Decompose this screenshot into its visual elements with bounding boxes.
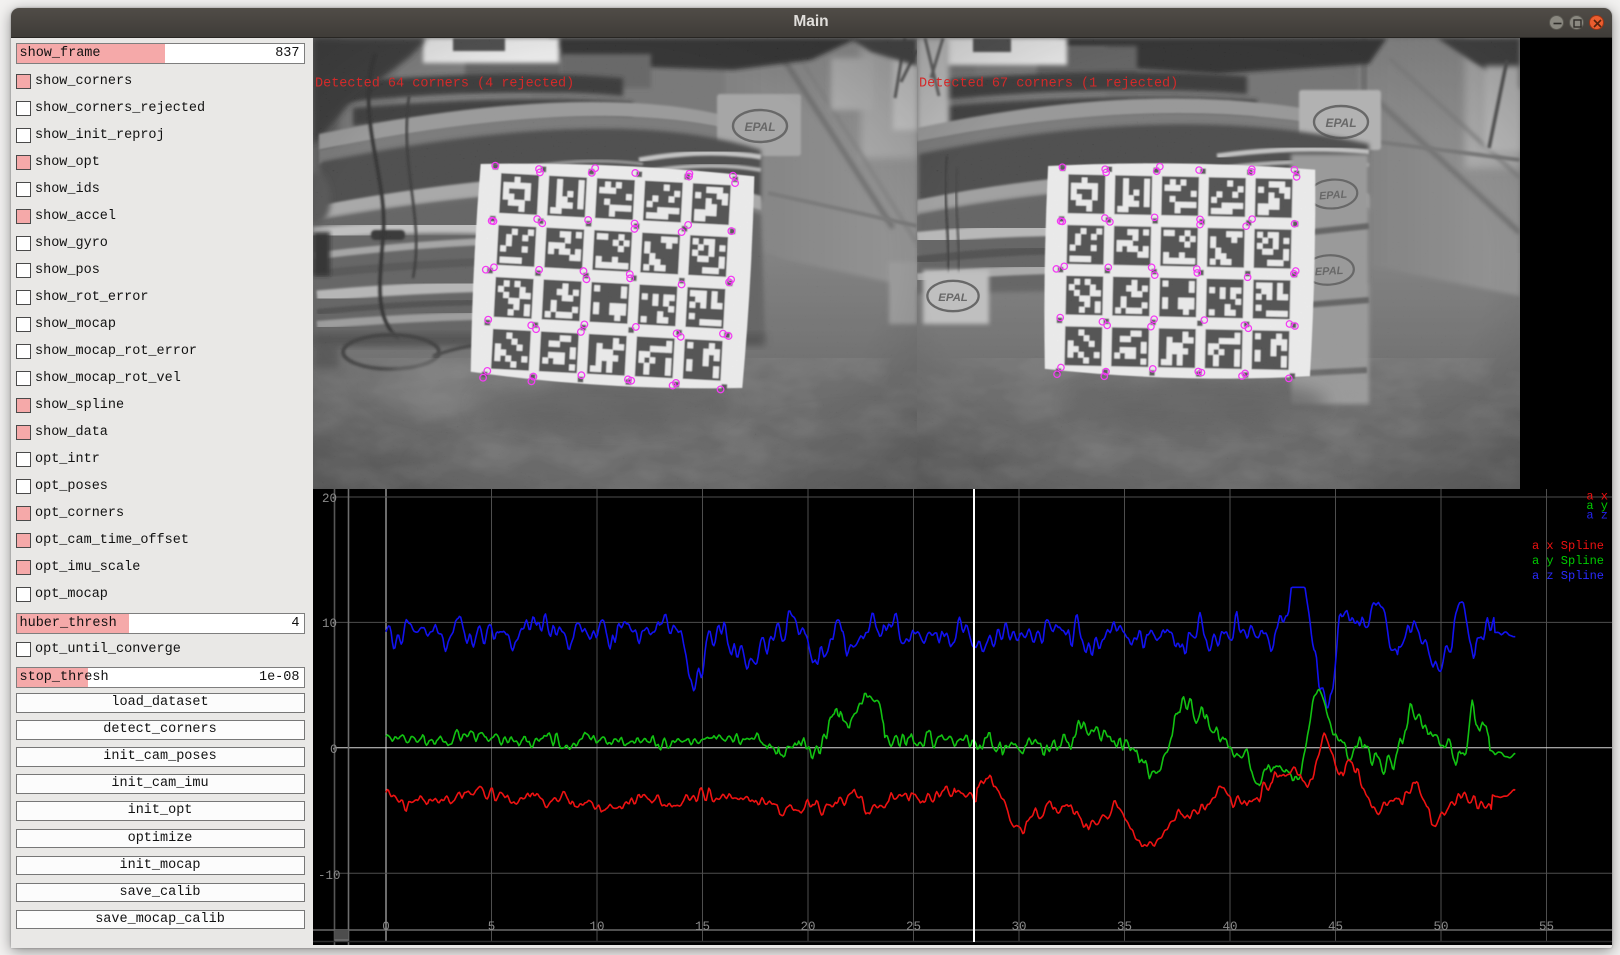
svg-text:10: 10 [322,617,337,631]
svg-text:20: 20 [322,492,337,506]
svg-text:a x Spline: a x Spline [1532,539,1604,553]
svg-text:45: 45 [1328,920,1343,934]
svg-text:-10: -10 [318,869,341,883]
svg-text:a z Spline: a z Spline [1532,569,1604,583]
svg-text:0: 0 [330,743,338,757]
svg-text:Detected 67 corners (1 rejecte: Detected 67 corners (1 rejected) [919,77,1178,92]
svg-text:50: 50 [1433,920,1448,934]
svg-text:55: 55 [1539,920,1554,934]
svg-text:15: 15 [695,920,710,934]
svg-text:10: 10 [589,920,604,934]
svg-text:35: 35 [1117,920,1132,934]
svg-text:a z: a z [1586,509,1608,523]
svg-text:40: 40 [1222,920,1237,934]
svg-text:a x: a x [1586,490,1608,504]
svg-text:0: 0 [382,920,390,934]
svg-text:Detected 64 corners (4 rejecte: Detected 64 corners (4 rejected) [315,77,574,92]
svg-text:a y: a y [1586,499,1608,513]
svg-text:20: 20 [800,920,815,934]
svg-text:5: 5 [488,920,496,934]
svg-text:30: 30 [1011,920,1026,934]
svg-text:a y Spline: a y Spline [1532,554,1604,568]
svg-text:25: 25 [906,920,921,934]
